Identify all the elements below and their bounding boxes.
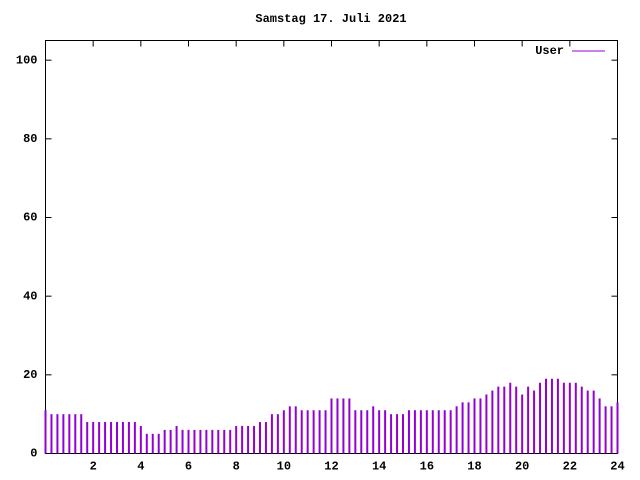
y-tick-label: 20 [23,368,37,382]
x-tick-label: 2 [90,460,97,474]
legend-label: User [535,44,564,58]
y-tick-label: 100 [16,53,38,67]
x-tick-label: 10 [277,460,291,474]
x-tick-label: 16 [420,460,434,474]
y-tick-label: 40 [23,289,37,303]
y-tick-label: 60 [23,211,37,225]
chart-title: Samstag 17. Juli 2021 [255,12,406,26]
x-tick-label: 18 [467,460,481,474]
y-tick-label: 80 [23,132,37,146]
x-tick-label: 24 [610,460,624,474]
x-tick-label: 4 [137,460,144,474]
x-tick-label: 12 [324,460,338,474]
x-tick-label: 8 [233,460,240,474]
x-tick-label: 6 [185,460,192,474]
x-tick-label: 14 [372,460,386,474]
x-tick-label: 20 [515,460,529,474]
x-tick-label: 22 [563,460,577,474]
y-tick-label: 0 [30,447,37,461]
